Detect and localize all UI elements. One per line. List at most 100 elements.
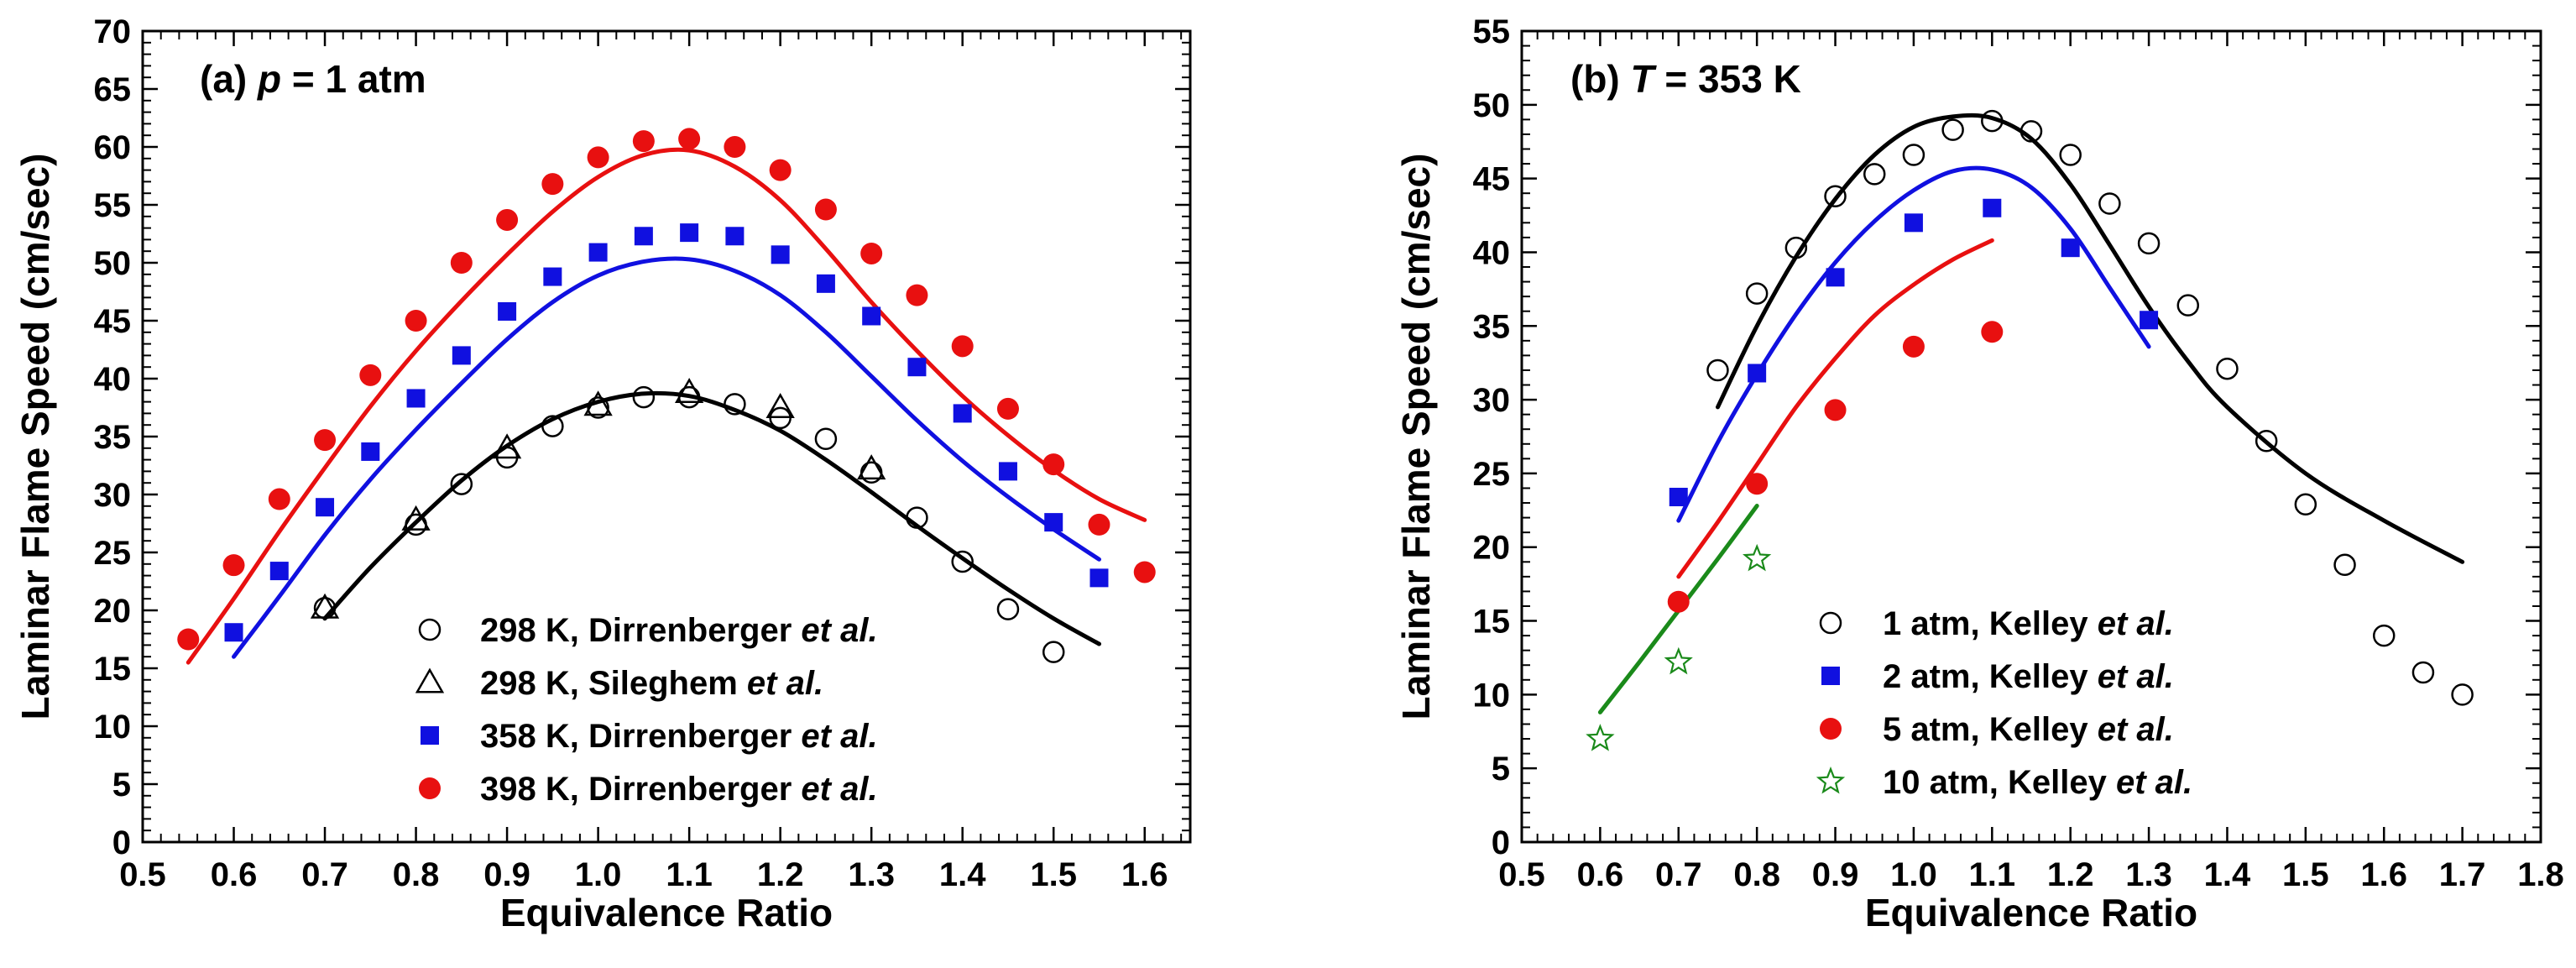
legend: 298 K, Dirrenberger et al.298 K, Sileghe… bbox=[415, 612, 878, 808]
y-tick-label: 40 bbox=[1473, 234, 1511, 271]
y-tick-label: 65 bbox=[94, 71, 132, 108]
data-point bbox=[361, 442, 380, 461]
panel-label-variable: T bbox=[1631, 57, 1658, 101]
legend-marker bbox=[1821, 667, 1840, 685]
x-tick-label: 1.2 bbox=[2047, 856, 2094, 893]
data-point bbox=[860, 461, 883, 484]
y-axis: 0 5 10 15 20 25 30 35 40 45 50 55 60 65 70 bbox=[94, 13, 1190, 861]
data-point bbox=[1042, 453, 1065, 476]
data-point bbox=[492, 433, 522, 459]
legend-marker bbox=[1816, 766, 1846, 794]
data-point bbox=[678, 128, 701, 150]
x-tick-label: 0.8 bbox=[393, 856, 440, 893]
x-tick-label: 0.6 bbox=[211, 856, 258, 893]
legend-entry-name: 5 atm, Kelley bbox=[1883, 711, 2088, 748]
legend-entry: 398 K, Dirrenberger et al. bbox=[480, 771, 878, 808]
y-tick-label: 0 bbox=[112, 824, 131, 861]
x-tick-label: 1.4 bbox=[939, 856, 986, 893]
y-tick-label: 50 bbox=[94, 245, 132, 282]
model-curves bbox=[1597, 112, 2465, 714]
legend-entry: 5 atm, Kelley et al. bbox=[1883, 711, 2174, 748]
x-tick-label: 0.6 bbox=[1577, 856, 1624, 893]
data-point bbox=[1826, 268, 1845, 287]
data-point bbox=[1904, 213, 1923, 233]
x-tick-label: 1.2 bbox=[757, 856, 804, 893]
data-point bbox=[269, 562, 289, 581]
data-point bbox=[1746, 473, 1769, 495]
panel-label-prefix: (b) bbox=[1570, 57, 1631, 101]
x-tick-label: 1.1 bbox=[1969, 856, 2016, 893]
y-tick-label: 30 bbox=[94, 477, 132, 514]
data-point bbox=[541, 415, 564, 437]
legend-entry-suffix: et al. bbox=[2098, 605, 2174, 642]
data-point bbox=[2098, 192, 2121, 215]
panel-label: (a) p = 1 atm bbox=[200, 57, 426, 101]
data-series bbox=[1669, 198, 2159, 507]
legend-marker bbox=[415, 667, 445, 693]
legend-entry-suffix: et al. bbox=[801, 612, 877, 649]
legend-entry: 358 K, Dirrenberger et al. bbox=[480, 718, 878, 755]
panel-label-value: = 1 atm bbox=[281, 57, 426, 101]
data-point bbox=[587, 146, 609, 169]
y-tick-label: 20 bbox=[1473, 530, 1511, 567]
data-point bbox=[498, 301, 517, 321]
data-point bbox=[953, 404, 972, 423]
y-tick-label: 70 bbox=[94, 13, 132, 50]
data-point bbox=[906, 284, 928, 306]
legend-entry-name: 398 K, Dirrenberger bbox=[480, 771, 792, 808]
data-point bbox=[1669, 488, 1688, 507]
data-point bbox=[680, 223, 699, 243]
y-tick-label: 0 bbox=[1492, 824, 1510, 861]
x-tick-label: 0.9 bbox=[1812, 856, 1859, 893]
data-point bbox=[314, 429, 337, 452]
legend-entry-suffix: et al. bbox=[801, 771, 877, 808]
data-point bbox=[2020, 120, 2043, 143]
data-point bbox=[1983, 198, 2002, 217]
data-point bbox=[1824, 399, 1847, 421]
data-point bbox=[857, 454, 886, 480]
panel-b: 0.5 0.6 0.7 0.8 0.9 1.0 1.1 1.2 1.3 1.4 1.5 1.6 1.7 1… bbox=[1394, 13, 2564, 934]
data-point bbox=[1088, 513, 1110, 536]
y-tick-label: 10 bbox=[94, 709, 132, 746]
data-point bbox=[406, 389, 426, 408]
data-series bbox=[177, 128, 1156, 651]
data-point bbox=[1941, 118, 1964, 141]
data-point bbox=[450, 473, 473, 495]
data-point bbox=[1042, 641, 1065, 663]
legend-entry-suffix: et al. bbox=[801, 718, 877, 755]
data-series bbox=[313, 385, 1065, 663]
y-tick-label: 5 bbox=[1492, 751, 1510, 787]
x-tick-label: 0.5 bbox=[119, 856, 166, 893]
data-point bbox=[1902, 144, 1925, 166]
y-tick-label: 40 bbox=[94, 361, 132, 398]
data-point bbox=[587, 396, 609, 419]
legend-entry-suffix: et al. bbox=[2116, 764, 2192, 801]
legend-entry-name: 10 atm, Kelley bbox=[1883, 764, 2108, 801]
data-point bbox=[1586, 724, 1615, 751]
y-tick-label: 25 bbox=[94, 535, 132, 572]
legend-marker bbox=[1819, 611, 1842, 635]
data-point bbox=[2176, 294, 2200, 317]
data-point bbox=[2216, 357, 2239, 380]
y-tick-label: 5 bbox=[112, 767, 131, 803]
data-point bbox=[1902, 335, 1925, 358]
legend-marker bbox=[419, 777, 441, 799]
y-tick-label: 25 bbox=[1473, 456, 1511, 493]
data-point bbox=[1981, 109, 2004, 133]
data-point bbox=[588, 243, 608, 262]
x-tick-label: 1.1 bbox=[666, 856, 713, 893]
data-point bbox=[996, 397, 1019, 420]
x-tick-label: 1.5 bbox=[2282, 856, 2329, 893]
data-series bbox=[1586, 543, 1772, 751]
legend-entry-name: 1 atm, Kelley bbox=[1883, 605, 2088, 642]
data-point bbox=[765, 392, 795, 418]
data-point bbox=[632, 385, 656, 409]
data-point bbox=[1133, 561, 1156, 583]
data-point bbox=[2061, 238, 2080, 258]
data-series bbox=[1706, 109, 2474, 706]
x-tick-label: 1.7 bbox=[2439, 856, 2486, 893]
x-tick-label: 0.9 bbox=[483, 856, 530, 893]
legend: 1 atm, Kelley et al.2 atm, Kelley et al.… bbox=[1816, 605, 2192, 801]
data-point bbox=[222, 554, 245, 577]
